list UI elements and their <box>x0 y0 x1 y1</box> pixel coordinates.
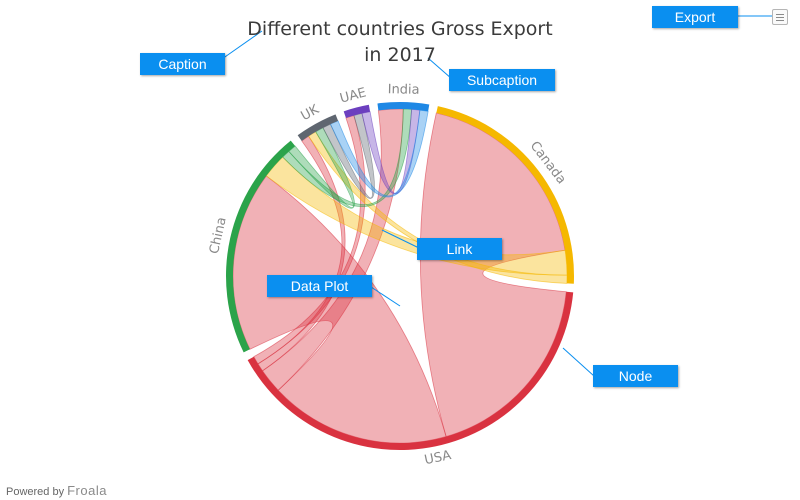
caption-leader <box>221 30 263 60</box>
link-leader <box>381 229 420 249</box>
data-plot-callout: Data Plot <box>267 275 372 297</box>
powered-by-credit[interactable]: Powered by Froala <box>6 483 107 498</box>
link-usa-china[interactable] <box>232 175 447 444</box>
node-label-uae: UAE <box>338 85 368 106</box>
node-label-china: China <box>207 216 230 256</box>
node-arc-uae[interactable] <box>343 104 371 118</box>
node-arc-canada[interactable] <box>436 106 575 284</box>
froala-logo: Froala <box>67 483 107 498</box>
caption-callout: Caption <box>140 53 225 75</box>
link-uae-india[interactable] <box>361 108 421 195</box>
link-callout: Link <box>417 238 502 260</box>
menu-line <box>776 14 784 15</box>
link-usa-canada[interactable] <box>419 112 567 438</box>
subcaption-callout: Subcaption <box>449 69 555 91</box>
node-label-uk: UK <box>299 102 322 124</box>
node-arc-uk[interactable] <box>297 114 339 141</box>
callout-leaders <box>221 15 772 377</box>
node-arc-india[interactable] <box>377 101 430 112</box>
chart-title: Different countries Gross Export in 2017 <box>220 16 580 68</box>
node-label-india: India <box>388 82 420 98</box>
node-arc-china[interactable] <box>225 140 296 353</box>
node-callout: Node <box>593 365 678 387</box>
chart-caption: Different countries Gross Export <box>247 18 553 40</box>
data-plot-leader <box>367 284 401 307</box>
nodes-layer <box>225 101 575 450</box>
export-callout: Export <box>652 6 738 28</box>
chart-subcaption: in 2017 <box>364 44 436 66</box>
link-china-uk[interactable] <box>288 127 355 209</box>
subcaption-leader <box>427 57 453 80</box>
menu-line <box>776 20 784 21</box>
node-label-usa: USA <box>423 448 452 468</box>
hamburger-menu-icon[interactable] <box>772 9 788 25</box>
links-layer <box>232 108 568 444</box>
node-leader <box>562 347 595 377</box>
credit-prefix: Powered by <box>6 486 65 498</box>
menu-line <box>776 17 784 18</box>
